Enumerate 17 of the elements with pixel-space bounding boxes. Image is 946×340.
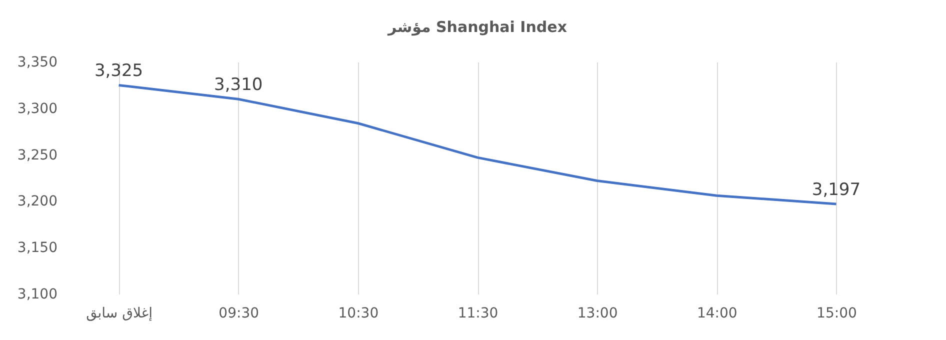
y-tick-label: 3,350 bbox=[17, 54, 58, 70]
data-label: 3,197 bbox=[812, 180, 861, 200]
data-label: 3,325 bbox=[94, 61, 144, 82]
x-tick-label: 13:00 bbox=[577, 306, 618, 322]
y-tick-label: 3,300 bbox=[17, 100, 58, 117]
data-label: 3,310 bbox=[214, 75, 263, 96]
x-tick-label: 11:30 bbox=[458, 306, 498, 322]
x-tick-label: 09:30 bbox=[218, 306, 260, 322]
y-tick-label: 3,250 bbox=[17, 147, 58, 164]
x-tick-label: 15:00 bbox=[816, 306, 857, 322]
x-tick-label: 14:00 bbox=[696, 306, 738, 322]
y-tick-label: 3,100 bbox=[17, 286, 58, 302]
chart-title: مؤشر Shanghai Index bbox=[386, 18, 568, 36]
y-tick-label: 3,200 bbox=[17, 194, 58, 210]
x-tick-label: إغلاق سابق bbox=[86, 306, 153, 322]
y-tick-label: 3,150 bbox=[17, 240, 58, 256]
x-tick-label: 10:30 bbox=[338, 306, 379, 322]
